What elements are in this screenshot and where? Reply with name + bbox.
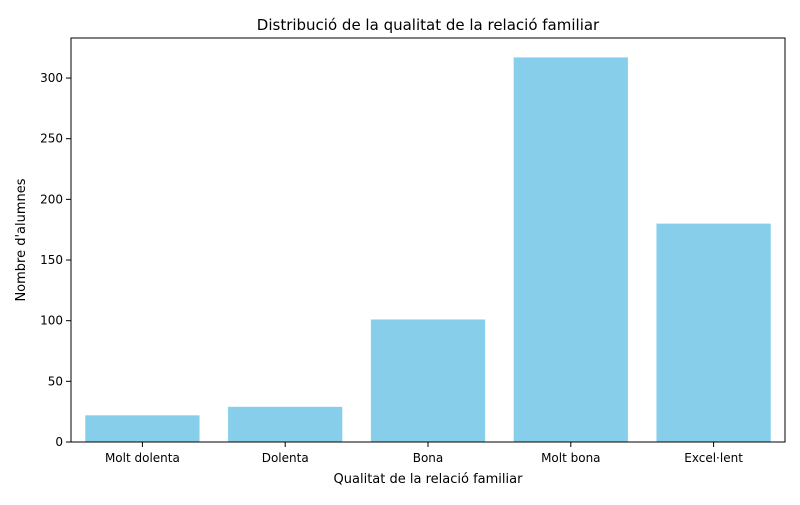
y-tick-label-2: 100 xyxy=(40,314,63,328)
y-tick-label-5: 250 xyxy=(40,132,63,146)
chart-title: Distribució de la qualitat de la relació… xyxy=(257,16,600,34)
plot-area: Molt dolenta Dolenta Bona Molt bona Excel·le… xyxy=(40,57,771,465)
bar-0 xyxy=(85,415,200,442)
y-tick-label-0: 0 xyxy=(55,435,63,449)
y-axis-label: Nombre d'alumnes xyxy=(14,178,29,301)
y-tick-label-1: 50 xyxy=(48,374,63,388)
y-tick-label-4: 200 xyxy=(40,192,63,206)
x-tick-label-3: Molt bona xyxy=(541,451,600,465)
x-tick-label-2: Bona xyxy=(413,451,444,465)
x-axis-label: Qualitat de la relació familiar xyxy=(334,472,524,487)
x-tick-label-4: Excel·lent xyxy=(684,451,743,465)
bar-3 xyxy=(513,57,628,442)
y-tick-label-3: 150 xyxy=(40,253,63,267)
x-tick-label-1: Dolenta xyxy=(262,451,309,465)
bar-4 xyxy=(656,223,771,442)
plot-frame xyxy=(70,37,786,443)
x-tick-label-0: Molt dolenta xyxy=(105,451,180,465)
y-tick-label-6: 300 xyxy=(40,71,63,85)
bar-1 xyxy=(228,406,343,442)
bar-2 xyxy=(370,319,486,442)
